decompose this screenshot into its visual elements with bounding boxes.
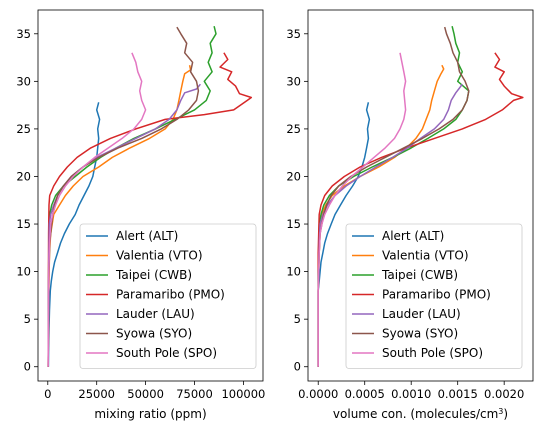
legend-label: South Pole (SPO) xyxy=(116,346,217,360)
legend-label: Alert (ALT) xyxy=(116,229,178,243)
x-tick-label: 100000 xyxy=(221,387,265,401)
y-tick-label: 35 xyxy=(286,27,301,41)
x-tick-label: 0.0015 xyxy=(438,387,478,401)
x-tick-label: 0.0000 xyxy=(298,387,338,401)
x-tick-label: 0.0005 xyxy=(345,387,385,401)
y-tick-label: 5 xyxy=(24,312,31,326)
series-lines xyxy=(47,26,253,367)
series-line-7 xyxy=(317,52,407,367)
y-tick-label: 20 xyxy=(16,169,31,183)
legend-label: South Pole (SPO) xyxy=(382,346,483,360)
y-tick-label: 10 xyxy=(286,265,301,279)
y-tick-label: 20 xyxy=(286,169,301,183)
series-line-4 xyxy=(317,52,524,367)
y-tick-label: 25 xyxy=(16,122,31,136)
legend: Alert (ALT) Valentia (VTO) Taipei (CWB) Par… xyxy=(345,223,523,369)
y-tick-label: 5 xyxy=(294,312,301,326)
legend-box xyxy=(345,223,523,369)
subplot-1: 0 25000 50000 75000 100000 0 5 10 15 20 25 30 35 mixi… xyxy=(16,9,265,421)
legend-label: Taipei (CWB) xyxy=(115,268,192,282)
y-tick-label: 10 xyxy=(16,265,31,279)
y-tick-label: 15 xyxy=(16,217,31,231)
series-line-3 xyxy=(317,26,470,367)
y-tick-label: 35 xyxy=(16,27,31,41)
axes-frame xyxy=(307,9,534,382)
y-tick-label: 15 xyxy=(286,217,301,231)
legend-label: Paramaribo (PMO) xyxy=(116,288,225,302)
series-line-7 xyxy=(47,52,147,367)
series-line-4 xyxy=(47,52,253,367)
legend-label: Syowa (SYO) xyxy=(382,327,458,341)
x-tick-label: 50000 xyxy=(127,387,164,401)
series-line-5 xyxy=(317,83,463,367)
legend-label: Lauder (LAU) xyxy=(116,307,195,321)
series-line-1 xyxy=(317,102,371,367)
series-line-3 xyxy=(47,26,217,367)
y-tick-label: 30 xyxy=(286,74,301,88)
legend-label: Alert (ALT) xyxy=(382,229,444,243)
legend-box xyxy=(79,223,257,369)
x-tick-label: 0 xyxy=(44,387,51,401)
legend-label: Valentia (VTO) xyxy=(382,249,469,263)
series-line-1 xyxy=(47,102,101,367)
legend-label: Taipei (CWB) xyxy=(381,268,458,282)
series-lines xyxy=(317,26,524,367)
x-tick-label: 0.0020 xyxy=(484,387,524,401)
x-axis-label: mixing ratio (ppm) xyxy=(94,407,206,421)
y-tick-label: 0 xyxy=(294,360,301,374)
y-tick-label: 0 xyxy=(24,360,31,374)
x-axis-label: volume con. (molecules/cm3) xyxy=(333,407,508,422)
x-tick-label: 75000 xyxy=(176,387,213,401)
y-tick-label: 30 xyxy=(16,74,31,88)
x-tick-label: 0.0010 xyxy=(391,387,431,401)
legend-label: Valentia (VTO) xyxy=(116,249,203,263)
subplot-2: 0.0000 0.0005 0.0010 0.0015 0.0020 0 5 10 15 20 25… xyxy=(286,9,534,422)
x-tick-label: 25000 xyxy=(78,387,115,401)
legend-label: Paramaribo (PMO) xyxy=(382,288,491,302)
y-tick-label: 25 xyxy=(286,122,301,136)
legend-label: Syowa (SYO) xyxy=(116,327,192,341)
axes-frame xyxy=(37,9,264,382)
legend-label: Lauder (LAU) xyxy=(382,307,461,321)
legend: Alert (ALT) Valentia (VTO) Taipei (CWB) Par… xyxy=(79,223,257,369)
